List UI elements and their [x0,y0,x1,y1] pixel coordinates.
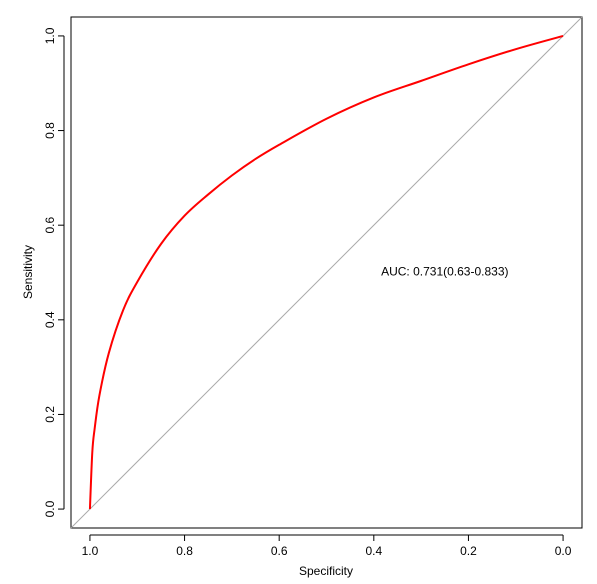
y-tick-label: 0.2 [43,406,57,423]
y-axis: 0.0 0.2 0.4 0.6 0.8 1.0 [43,27,65,517]
plot-frame [70,16,583,529]
reference-diagonal-line [70,16,583,529]
reference-layer [70,16,583,529]
y-tick-label: 0.4 [43,311,57,328]
auc-annotation: AUC: 0.731(0.63-0.833) [381,265,508,279]
x-tick-label: 0.4 [365,544,382,558]
series-layer [88,34,564,510]
y-axis-title: Sensitivity [21,245,35,299]
x-tick-label: 1.0 [82,544,99,558]
x-tick-label: 0.6 [271,544,288,558]
x-tick-label: 0.8 [176,544,193,558]
x-tick-label: 0.2 [460,544,477,558]
x-axis: 1.0 0.8 0.6 0.4 0.2 0.0 [82,534,572,558]
y-tick-label: 1.0 [43,27,57,44]
y-tick-label: 0.6 [43,217,57,234]
x-axis-title: Specificity [299,564,353,578]
roc-curve-line [88,34,564,510]
x-tick-label: 0.0 [555,544,572,558]
y-tick-label: 0.8 [43,122,57,139]
y-tick-label: 0.0 [43,500,57,517]
